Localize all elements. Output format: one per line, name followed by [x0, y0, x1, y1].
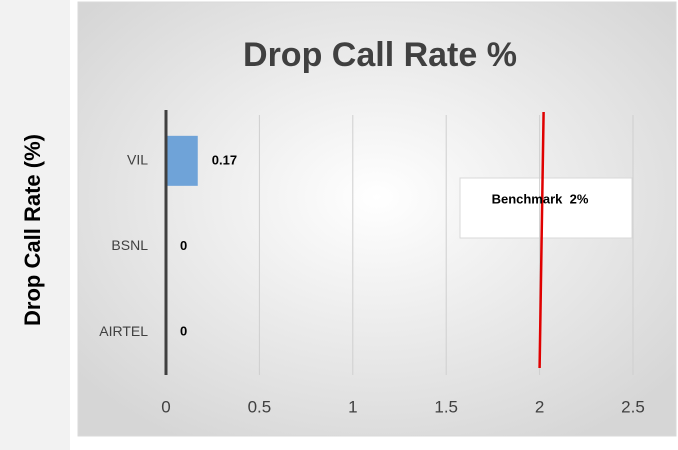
x-tick-label: 0.5 — [248, 397, 272, 416]
x-tick-label: 1.5 — [434, 397, 458, 416]
y-tick-label: AIRTEL — [99, 323, 148, 339]
bar — [166, 135, 198, 186]
data-label: 0 — [180, 324, 187, 339]
benchmark-line — [538, 111, 545, 369]
benchmark-label: Benchmark 2% — [492, 191, 589, 206]
y-axis-label: Drop Call Rate (%) — [20, 134, 45, 326]
data-label: 0 — [180, 238, 187, 253]
chart-title: Drop Call Rate % — [243, 36, 517, 74]
benchmark-box — [459, 177, 633, 239]
y-tick-label: VIL — [127, 152, 148, 168]
y-label-panel — [0, 0, 70, 450]
y-tick-label: BSNL — [111, 237, 148, 253]
x-tick-label: 1 — [348, 397, 357, 416]
data-label: 0.17 — [212, 152, 237, 167]
x-tick-label: 2.5 — [621, 397, 645, 416]
x-tick-label: 2 — [535, 397, 544, 416]
x-tick-label: 0 — [161, 397, 170, 416]
